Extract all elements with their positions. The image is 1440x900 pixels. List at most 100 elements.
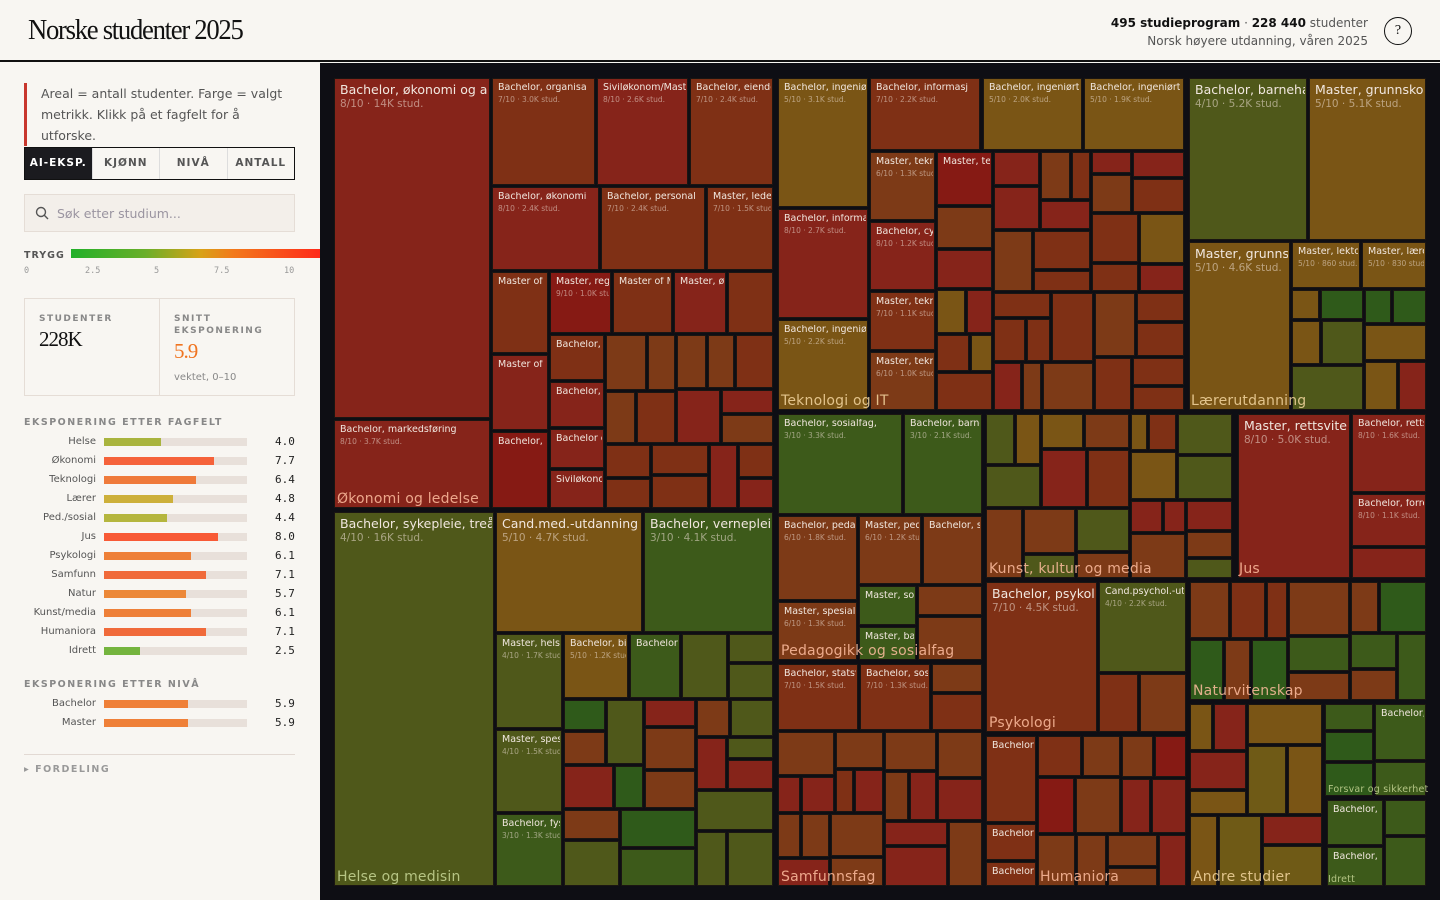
treemap-tile[interactable] bbox=[1219, 816, 1261, 886]
program-tile[interactable]: Bachelor, bio 5/10 · 1.2K stud. bbox=[564, 634, 628, 698]
program-tile[interactable]: Bachelor, statsv 7/10 · 1.5K stud. bbox=[778, 664, 858, 730]
program-tile[interactable]: Bachelor c bbox=[550, 429, 604, 468]
treemap-tile[interactable] bbox=[1077, 835, 1106, 886]
treemap-tile[interactable] bbox=[1038, 778, 1074, 833]
treemap-tile[interactable] bbox=[1190, 752, 1246, 789]
treemap-tile[interactable] bbox=[831, 858, 883, 886]
program-tile[interactable]: Master, rettsvitenskap8/10 · 5.0K stud. bbox=[1238, 414, 1350, 578]
treemap-tile[interactable] bbox=[677, 390, 720, 443]
program-tile[interactable]: Bachelor, bbox=[986, 736, 1036, 822]
treemap-tile[interactable] bbox=[606, 445, 650, 477]
program-tile[interactable]: Bachelor, i bbox=[1327, 800, 1383, 845]
program-tile[interactable]: Bachelor, barne 3/10 · 2.1K stud. bbox=[904, 414, 982, 514]
program-tile[interactable]: Bachelor, informasj 7/10 · 2.2K stud. bbox=[870, 78, 980, 150]
program-tile[interactable]: Bachelor, s bbox=[923, 516, 982, 584]
treemap-tile[interactable] bbox=[994, 187, 1039, 229]
treemap-tile[interactable] bbox=[1122, 779, 1150, 833]
treemap-tile[interactable] bbox=[1385, 837, 1426, 886]
treemap-tile[interactable] bbox=[1292, 321, 1320, 364]
treemap-tile[interactable] bbox=[994, 293, 1050, 317]
treemap-tile[interactable] bbox=[1292, 290, 1319, 319]
treemap-tile[interactable] bbox=[1131, 501, 1162, 532]
treemap-tile[interactable] bbox=[645, 771, 695, 808]
program-tile[interactable]: Bachelor, ingeniør 5/10 · 2.2K stud. bbox=[778, 320, 868, 410]
treemap-tile[interactable] bbox=[1077, 509, 1129, 551]
treemap-tile[interactable] bbox=[606, 392, 635, 443]
treemap-tile[interactable] bbox=[697, 700, 729, 736]
program-tile[interactable]: Bachelor, barnehag4/10 · 5.2K stud. bbox=[1189, 78, 1307, 240]
treemap-tile[interactable] bbox=[615, 766, 643, 808]
treemap-tile[interactable] bbox=[1027, 319, 1050, 361]
treemap-tile[interactable] bbox=[1099, 674, 1138, 732]
program-tile[interactable]: Bachelor, økonomi og administrasjon8/10 … bbox=[334, 78, 490, 418]
treemap-tile[interactable] bbox=[1351, 582, 1378, 632]
treemap-tile[interactable] bbox=[1375, 762, 1426, 796]
program-tile[interactable]: Bachelor, cyb 8/10 · 1.2K stud. bbox=[870, 222, 935, 290]
program-tile[interactable]: Master, grunnskole 5/10 · 5.1K stud. bbox=[1309, 78, 1426, 240]
program-tile[interactable]: Master of S bbox=[492, 272, 548, 353]
treemap-tile[interactable] bbox=[652, 445, 708, 474]
treemap-tile[interactable] bbox=[1042, 450, 1086, 507]
treemap-tile[interactable] bbox=[1351, 670, 1396, 700]
treemap-tile[interactable] bbox=[708, 335, 734, 388]
treemap-tile[interactable] bbox=[932, 694, 982, 730]
treemap-tile[interactable] bbox=[1365, 362, 1397, 410]
treemap-tile[interactable] bbox=[1178, 456, 1232, 499]
program-tile[interactable]: Master, sos bbox=[859, 586, 916, 625]
program-tile[interactable]: Bachelor, ingeniør 5/10 · 3.1K stud. bbox=[778, 78, 868, 207]
treemap-tile[interactable] bbox=[1038, 835, 1075, 886]
treemap-tile[interactable] bbox=[1085, 414, 1129, 448]
treemap-tile[interactable] bbox=[836, 732, 883, 768]
program-tile[interactable]: Master, tekn 7/10 · 1.1K stud. bbox=[870, 292, 935, 350]
program-tile[interactable]: Bachelor, r bbox=[550, 382, 604, 427]
treemap-tile[interactable] bbox=[1365, 290, 1391, 323]
treemap-tile[interactable] bbox=[885, 772, 908, 820]
program-tile[interactable]: Bachelor, bbox=[1375, 704, 1426, 760]
treemap-tile[interactable] bbox=[1041, 201, 1090, 229]
treemap-tile[interactable] bbox=[1321, 290, 1363, 319]
treemap-tile[interactable] bbox=[645, 700, 695, 726]
program-tile[interactable]: Bachelor, informat 8/10 · 2.7K stud. bbox=[778, 209, 868, 318]
treemap-tile[interactable] bbox=[1365, 325, 1426, 360]
treemap-tile[interactable] bbox=[621, 810, 695, 847]
treemap-tile[interactable] bbox=[1190, 582, 1229, 638]
program-tile[interactable]: Bachelor, forre 8/10 · 1.1K stud. bbox=[1352, 494, 1426, 546]
treemap-tile[interactable] bbox=[729, 634, 773, 662]
program-tile[interactable]: Bachelor, organisa 7/10 · 3.0K stud. bbox=[492, 78, 595, 185]
treemap-tile[interactable] bbox=[1248, 704, 1322, 744]
treemap-tile[interactable] bbox=[967, 290, 992, 333]
program-tile[interactable]: Master, øk bbox=[674, 272, 726, 333]
treemap-tile[interactable] bbox=[739, 445, 773, 477]
treemap-tile[interactable] bbox=[1231, 582, 1265, 638]
treemap-tile[interactable] bbox=[836, 770, 853, 812]
treemap-tile[interactable] bbox=[1042, 414, 1083, 448]
treemap-tile[interactable] bbox=[802, 777, 834, 812]
treemap-tile[interactable] bbox=[1024, 509, 1075, 553]
program-tile[interactable]: Master, tekn 6/10 · 1.0K stud. bbox=[870, 352, 935, 410]
treemap-tile[interactable] bbox=[1149, 414, 1176, 450]
treemap-tile[interactable] bbox=[1133, 152, 1184, 177]
treemap-tile[interactable] bbox=[885, 847, 947, 886]
treemap-tile[interactable] bbox=[1137, 323, 1184, 356]
program-tile[interactable]: Master, spes 4/10 · 1.5K stud. bbox=[496, 730, 562, 812]
treemap-tile[interactable] bbox=[648, 335, 675, 390]
program-tile[interactable]: Siviløkono bbox=[550, 470, 604, 508]
treemap-tile[interactable] bbox=[1398, 634, 1426, 700]
treemap-tile[interactable] bbox=[994, 231, 1032, 291]
treemap-tile[interactable] bbox=[1024, 555, 1075, 578]
treemap-tile[interactable] bbox=[697, 791, 773, 830]
treemap-tile[interactable] bbox=[938, 732, 982, 777]
treemap-tile[interactable] bbox=[1108, 868, 1157, 886]
program-tile[interactable]: Bachelor, personal 7/10 · 2.4K stud. bbox=[601, 187, 705, 270]
treemap-tile[interactable] bbox=[697, 832, 726, 886]
treemap-tile[interactable] bbox=[1095, 293, 1135, 356]
treemap-tile[interactable] bbox=[1288, 746, 1322, 814]
treemap-tile[interactable] bbox=[1133, 358, 1184, 385]
treemap-tile[interactable] bbox=[1187, 501, 1232, 530]
treemap-tile[interactable] bbox=[731, 700, 773, 736]
tab-ai-exposure[interactable]: AI-EKSP. bbox=[25, 148, 92, 179]
treemap-tile[interactable] bbox=[1325, 704, 1373, 730]
treemap-tile[interactable] bbox=[1159, 835, 1186, 886]
treemap-tile[interactable] bbox=[910, 772, 936, 820]
